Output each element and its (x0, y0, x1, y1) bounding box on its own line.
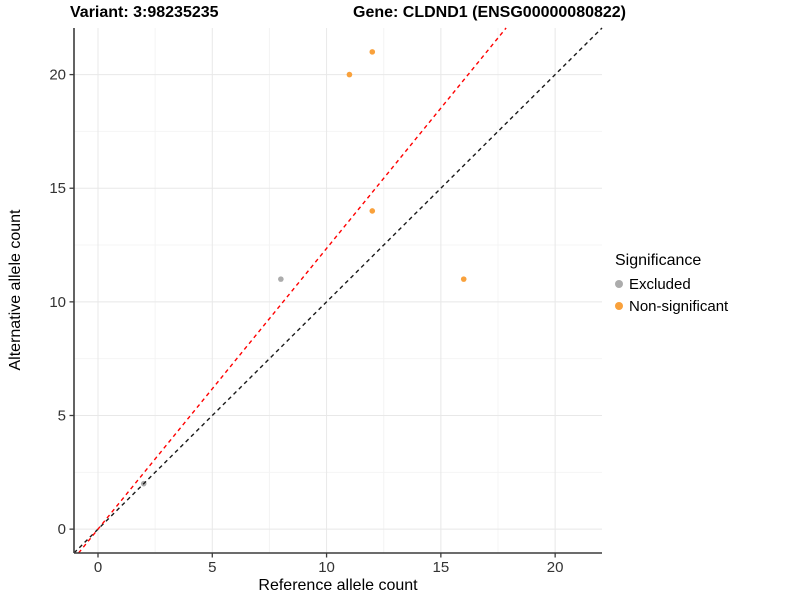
y-tick-label: 0 (58, 521, 66, 538)
legend-item-non-significant: Non-significant (615, 295, 728, 317)
excluded-dot-icon (615, 280, 623, 288)
x-tick-label: 15 (433, 559, 450, 576)
legend-item-label: Excluded (629, 275, 691, 293)
data-point-non-significant (460, 276, 467, 282)
x-axis-title: Reference allele count (258, 577, 418, 594)
y-tick-label: 10 (49, 294, 66, 311)
x-tick-label: 10 (318, 559, 335, 576)
axis-ticks (69, 73, 556, 558)
y-tick-label: 20 (49, 67, 66, 84)
legend: Significance Excluded Non-significant (615, 252, 728, 317)
y-axis-title: Alternative allele count (7, 209, 24, 371)
major-gridlines (74, 28, 602, 553)
minor-gridlines (74, 28, 602, 553)
axis-lines (73, 28, 602, 554)
y-tick-label: 5 (58, 408, 66, 425)
gene-title: Gene: CLDND1 (ENSG00000080822) (353, 4, 627, 21)
reference-lines (73, 27, 603, 554)
x-tick-label: 0 (94, 559, 102, 576)
axis-tick-labels: 0 5 10 15 20 0 5 10 15 20 (49, 67, 563, 576)
data-point-non-significant (369, 49, 376, 55)
legend-item-label: Non-significant (629, 297, 729, 315)
data-points (140, 49, 467, 487)
legend-title: Significance (615, 252, 702, 269)
variant-title: Variant: 3:98235235 (70, 4, 219, 21)
x-tick-label: 5 (208, 559, 216, 576)
data-point-non-significant (346, 71, 353, 78)
x-tick-label: 20 (547, 559, 564, 576)
non-significant-dot-icon (615, 302, 623, 310)
identity-line (73, 27, 603, 554)
legend-item-excluded: Excluded (615, 273, 728, 295)
data-point-excluded (278, 276, 284, 282)
fitted-ratio-line (78, 27, 507, 554)
y-tick-label: 15 (49, 180, 66, 197)
data-point-non-significant (369, 208, 376, 214)
